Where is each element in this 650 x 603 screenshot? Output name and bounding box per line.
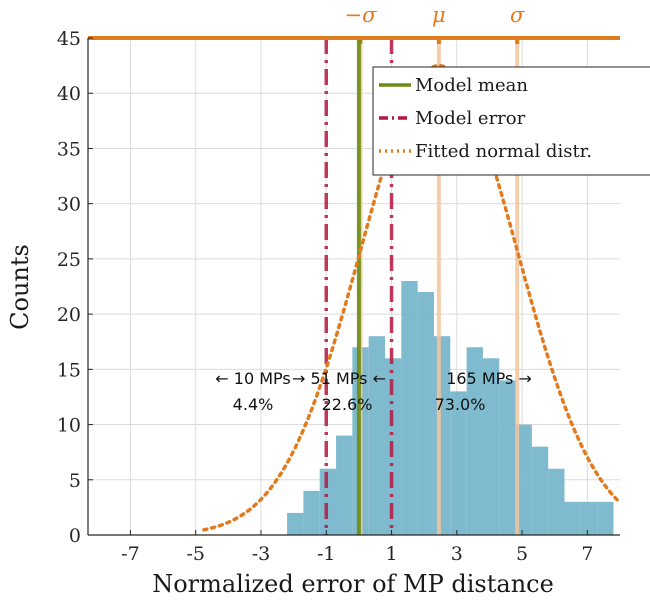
histogram-bar-18 bbox=[580, 501, 598, 535]
y-tick-label-2: 10 bbox=[57, 415, 81, 437]
sigma-labels: −σ μ σ bbox=[345, 3, 525, 27]
histogram-bar-9 bbox=[433, 336, 451, 535]
x-tick-label-2: -3 bbox=[252, 543, 271, 565]
y-tick-label-9: 45 bbox=[57, 28, 81, 50]
region-labels: ← 10 MPs 4.4% → 51 MPs ← 22.6% 165 MPs → 73.0… bbox=[215, 369, 532, 414]
histogram-bar-12 bbox=[482, 358, 500, 535]
x-tick-label-6: 5 bbox=[516, 543, 528, 565]
histogram-bar-5 bbox=[368, 336, 386, 535]
histogram-bar-0 bbox=[287, 512, 304, 535]
y-tick-label-8: 40 bbox=[57, 83, 81, 105]
histogram-bar-2 bbox=[319, 468, 337, 535]
region-percent-0: 4.4% bbox=[233, 395, 274, 414]
y-tick-label-3: 15 bbox=[57, 359, 81, 381]
histogram-bar-10 bbox=[450, 391, 467, 535]
y-axis-label: Counts bbox=[6, 244, 34, 330]
y-tick-label-6: 30 bbox=[57, 194, 81, 216]
region-count-1: → 51 MPs ← bbox=[292, 369, 386, 388]
sigma-label-0: −σ bbox=[345, 3, 378, 27]
sigma-label-2: σ bbox=[510, 3, 525, 27]
x-tick-label-5: 3 bbox=[451, 543, 463, 565]
y-tick-label-4: 20 bbox=[57, 304, 81, 326]
histogram-bar-3 bbox=[336, 435, 353, 535]
histogram-bar-1 bbox=[303, 490, 320, 535]
axes bbox=[87, 37, 620, 536]
x-tick-label-3: -1 bbox=[317, 543, 336, 565]
histogram-bars bbox=[287, 280, 614, 535]
histogram-bar-17 bbox=[564, 501, 581, 535]
x-tick-label-4: 1 bbox=[385, 543, 397, 565]
histogram-bar-14 bbox=[515, 424, 532, 535]
x-tick-label-7: 7 bbox=[581, 543, 593, 565]
region-count-2: 165 MPs → bbox=[446, 369, 532, 388]
region-count-0: ← 10 MPs bbox=[215, 369, 290, 388]
x-tick-label-1: -5 bbox=[186, 543, 205, 565]
histogram-bar-8 bbox=[417, 292, 434, 535]
y-tick-label-5: 25 bbox=[57, 249, 81, 271]
legend-label-0: Model mean bbox=[415, 75, 528, 96]
legend-box bbox=[372, 66, 650, 176]
legend-label-2: Fitted normal distr. bbox=[415, 141, 592, 162]
legend-label-1: Model error bbox=[415, 108, 526, 129]
y-tick-label-0: 0 bbox=[69, 525, 81, 547]
model-error-lines bbox=[324, 38, 394, 535]
histogram-bar-16 bbox=[548, 468, 565, 535]
histogram-bar-7 bbox=[401, 280, 418, 535]
histogram-bar-11 bbox=[466, 347, 483, 535]
region-percent-2: 73.0% bbox=[435, 395, 486, 414]
histogram-bar-19 bbox=[597, 501, 614, 535]
region-percent-1: 22.6% bbox=[322, 395, 373, 414]
y-tick-label-1: 5 bbox=[69, 470, 81, 492]
sigma-label-1: μ bbox=[432, 3, 446, 27]
histogram-bar-13 bbox=[499, 380, 516, 535]
legend: Model mean Model error Fitted normal distr… bbox=[372, 66, 650, 176]
histogram-bar-15 bbox=[531, 446, 549, 535]
x-tick-label-0: -7 bbox=[121, 543, 140, 565]
y-tick-label-7: 35 bbox=[57, 138, 81, 160]
x-axis-label: Normalized error of MP distance bbox=[152, 570, 554, 598]
